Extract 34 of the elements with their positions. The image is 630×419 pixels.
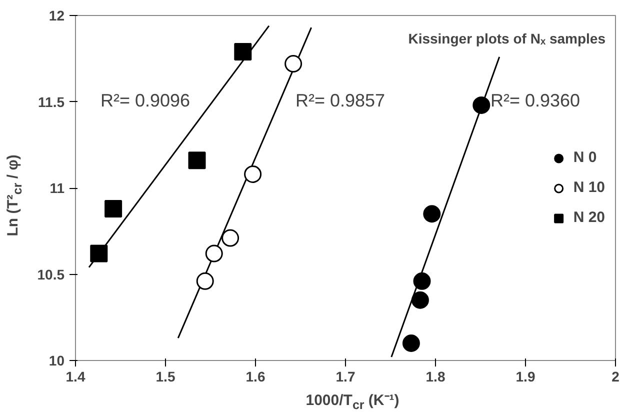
legend-label: N 20 xyxy=(573,209,605,226)
y-tick-label: 12 xyxy=(48,8,65,24)
point xyxy=(104,200,122,218)
annotation: R²= 0.9857 xyxy=(296,90,386,110)
point xyxy=(90,244,108,262)
x-tick-label: 2 xyxy=(612,368,620,384)
x-tick-label: 1.8 xyxy=(426,368,446,384)
point xyxy=(234,42,252,60)
legend-label: N 10 xyxy=(573,179,605,196)
point xyxy=(222,229,240,247)
y-tick-label: 10.5 xyxy=(37,266,65,282)
point xyxy=(411,291,429,309)
text: Kissinger plots of Nₓ samples xyxy=(408,30,606,46)
annotation: R²= 0.9096 xyxy=(100,90,190,110)
x-tick-label: 1.5 xyxy=(156,368,176,384)
x-tick-label: 1.4 xyxy=(66,368,86,384)
point xyxy=(413,272,431,290)
point xyxy=(423,205,441,223)
point xyxy=(196,272,214,290)
x-tick-label: 1.6 xyxy=(246,368,266,384)
y-tick-label: 11 xyxy=(50,180,65,196)
point xyxy=(472,96,490,114)
x-tick-label: 1.9 xyxy=(516,368,536,384)
point xyxy=(284,55,302,73)
legend-label: N 0 xyxy=(573,149,597,166)
point xyxy=(244,165,262,183)
y-tick-label: 10 xyxy=(48,352,65,368)
point xyxy=(188,152,206,170)
x-axis-title: 1000/T$_{cr}$ (K⁻¹) xyxy=(306,391,400,414)
y-tick-label: 11.5 xyxy=(38,94,65,110)
point xyxy=(402,334,420,352)
point xyxy=(205,244,223,262)
annotation: R²= 0.9360 xyxy=(490,90,580,110)
x-tick-label: 1.7 xyxy=(336,368,356,384)
